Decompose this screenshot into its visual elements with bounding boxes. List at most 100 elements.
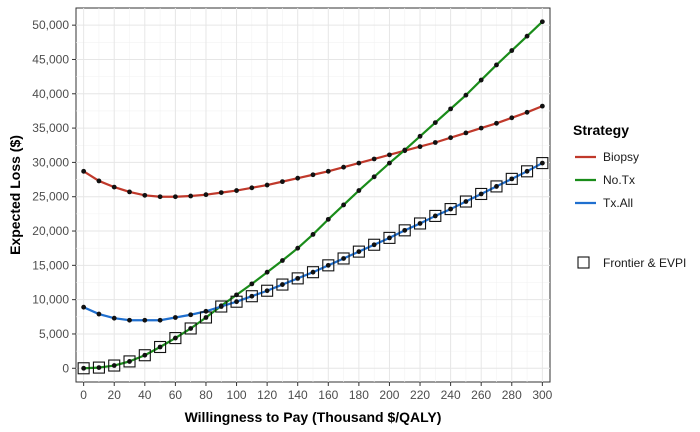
data-point-no-tx bbox=[310, 232, 316, 237]
x-tick-label: 200 bbox=[379, 388, 399, 402]
series-biopsy bbox=[81, 103, 545, 200]
x-tick-label: 140 bbox=[288, 388, 308, 402]
data-point-no-tx bbox=[432, 120, 438, 126]
frontier-marker bbox=[444, 203, 457, 216]
y-tick-label: 15,000 bbox=[32, 258, 69, 272]
data-point-no-tx bbox=[509, 48, 515, 53]
data-point-tx-all bbox=[249, 293, 255, 299]
data-point-biopsy bbox=[524, 109, 530, 115]
data-point-tx-all bbox=[417, 221, 423, 226]
data-point-biopsy bbox=[325, 168, 331, 174]
data-point-biopsy bbox=[341, 164, 346, 170]
data-point-no-tx bbox=[188, 326, 194, 331]
data-point-tx-all bbox=[188, 312, 194, 318]
data-point-no-tx bbox=[417, 133, 423, 139]
frontier-marker bbox=[108, 359, 121, 372]
x-tick-label: 40 bbox=[138, 388, 152, 402]
data-point-no-tx bbox=[111, 363, 117, 368]
frontier-marker bbox=[505, 172, 518, 185]
legend: Strategy Biopsy No.Tx Tx.All Frontier & EVP… bbox=[573, 122, 686, 270]
data-point-biopsy bbox=[387, 152, 392, 158]
frontier-marker bbox=[459, 195, 472, 208]
data-point-no-tx bbox=[127, 359, 132, 364]
frontier-marker bbox=[475, 187, 488, 201]
frontier-marker bbox=[322, 259, 335, 272]
x-tick-label: 80 bbox=[199, 388, 213, 402]
data-point-biopsy bbox=[356, 160, 362, 166]
x-tick-label: 60 bbox=[169, 388, 183, 402]
data-point-tx-all bbox=[157, 317, 163, 323]
y-tick-label: 20,000 bbox=[32, 224, 69, 238]
y-tick-label: 40,000 bbox=[32, 87, 69, 101]
data-point-no-tx bbox=[539, 19, 545, 25]
data-point-tx-all bbox=[402, 227, 408, 233]
data-point-tx-all bbox=[234, 299, 239, 305]
data-point-tx-all bbox=[111, 315, 117, 321]
data-point-tx-all bbox=[387, 235, 392, 241]
data-point-tx-all bbox=[81, 304, 87, 310]
y-axis: 0 5,000 10,000 15,000 20,000 25,000 30,000 35,0… bbox=[32, 18, 76, 375]
data-point-biopsy bbox=[463, 130, 469, 136]
x-axis-title: Willingness to Pay (Thousand $/QALY) bbox=[185, 409, 442, 425]
y-tick-label: 5,000 bbox=[39, 327, 69, 341]
data-point-no-tx bbox=[295, 245, 301, 251]
frontier-marker bbox=[230, 295, 243, 308]
frontier-marker bbox=[413, 217, 427, 230]
data-point-tx-all bbox=[478, 191, 484, 197]
frontier-marker bbox=[352, 245, 365, 258]
data-point-biopsy bbox=[509, 115, 515, 121]
data-point-no-tx bbox=[448, 106, 454, 112]
data-point-biopsy bbox=[142, 192, 148, 198]
frontier-markers bbox=[77, 157, 549, 375]
frontier-marker bbox=[123, 355, 136, 368]
data-point-no-tx bbox=[203, 315, 209, 320]
frontier-marker bbox=[92, 361, 105, 374]
frontier-marker bbox=[169, 332, 182, 345]
frontier-marker bbox=[383, 231, 396, 244]
x-tick-label: 20 bbox=[108, 388, 122, 402]
data-point-tx-all bbox=[494, 184, 499, 189]
data-point-tx-all bbox=[448, 206, 454, 212]
data-point-no-tx bbox=[172, 335, 178, 341]
x-tick-label: 240 bbox=[441, 388, 461, 402]
frontier-marker bbox=[138, 349, 151, 362]
frontier-marker bbox=[215, 300, 228, 313]
data-point-tx-all bbox=[524, 168, 530, 174]
data-point-tx-all bbox=[371, 242, 377, 248]
data-point-no-tx bbox=[356, 188, 362, 193]
legend-title: Strategy bbox=[573, 122, 629, 138]
frontier-marker bbox=[306, 266, 320, 279]
data-point-biopsy bbox=[96, 178, 102, 184]
data-point-biopsy bbox=[188, 193, 194, 199]
y-axis-title: Expected Loss ($) bbox=[7, 135, 23, 255]
data-point-no-tx bbox=[341, 202, 346, 208]
data-point-no-tx bbox=[387, 160, 392, 166]
data-point-tx-all bbox=[295, 275, 301, 281]
legend-label-biopsy: Biopsy bbox=[603, 150, 639, 164]
data-point-tx-all bbox=[341, 256, 346, 261]
series-layer bbox=[81, 19, 545, 371]
data-point-biopsy bbox=[234, 188, 239, 193]
frontier-marker bbox=[398, 224, 411, 237]
frontier-marker bbox=[536, 157, 549, 170]
data-point-biopsy bbox=[494, 120, 499, 126]
data-point-biopsy bbox=[371, 156, 377, 162]
data-point-tx-all bbox=[310, 269, 316, 275]
series-no-tx bbox=[81, 19, 545, 371]
data-point-no-tx bbox=[402, 147, 408, 153]
frontier-marker bbox=[368, 238, 381, 251]
data-point-no-tx bbox=[494, 62, 499, 68]
data-point-tx-all bbox=[356, 249, 362, 255]
data-point-no-tx bbox=[249, 281, 255, 287]
data-point-no-tx bbox=[463, 92, 469, 98]
data-point-biopsy bbox=[172, 194, 178, 200]
frontier-marker bbox=[521, 165, 534, 178]
frontier-marker bbox=[77, 362, 90, 375]
data-point-tx-all bbox=[203, 308, 209, 314]
data-point-no-tx bbox=[142, 352, 148, 358]
frontier-marker bbox=[490, 180, 503, 193]
x-tick-label: 260 bbox=[471, 388, 491, 402]
data-point-biopsy bbox=[539, 103, 545, 109]
data-point-no-tx bbox=[157, 344, 163, 350]
data-point-tx-all bbox=[432, 213, 438, 219]
